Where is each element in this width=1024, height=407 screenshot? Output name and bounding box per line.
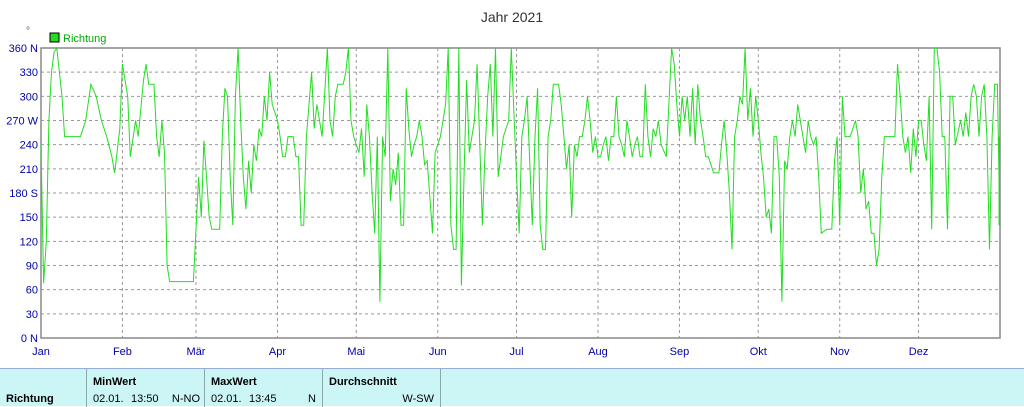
max-header: MaxWert xyxy=(211,376,257,388)
avg-value: W-SW xyxy=(402,393,434,405)
min-header: MinWert xyxy=(93,376,137,388)
y-unit-symbol: ° xyxy=(26,26,30,37)
max-value: N xyxy=(308,393,316,405)
series-line-richtung xyxy=(40,46,1000,302)
y-tick-label: 120 xyxy=(20,236,38,248)
x-tick-label: Jan xyxy=(32,346,50,358)
y-tick-label: 30 xyxy=(26,309,38,321)
y-tick-label: 330 xyxy=(20,67,38,79)
min-cell: MinWert 02.01. 13:50 N-NO xyxy=(86,369,204,407)
avg-cell: Durchschnitt W-SW xyxy=(322,369,440,407)
footer-row-label: Richtung xyxy=(6,393,54,405)
max-time: 13:45 xyxy=(249,393,277,405)
legend-label: Richtung xyxy=(63,33,106,45)
min-time: 13:50 xyxy=(131,393,159,405)
y-axis-ticks: 0 N 30 60 90 120 150 180 S 210 240 270 W 300 330 360… xyxy=(6,43,38,345)
y-tick-label: 270 W xyxy=(6,116,38,128)
legend-swatch xyxy=(49,32,60,43)
min-date: 02.01. xyxy=(93,393,124,405)
y-tick-label: 90 xyxy=(26,261,38,273)
max-cell: MaxWert 02.01. 13:45 N xyxy=(204,369,322,407)
min-value: N-NO xyxy=(171,393,200,405)
y-tick-label: 150 xyxy=(20,212,38,224)
x-tick-label: Aug xyxy=(588,346,608,358)
max-date: 02.01. xyxy=(211,393,242,405)
x-tick-label: Okt xyxy=(750,346,767,358)
x-tick-label: Jun xyxy=(429,346,447,358)
y-tick-label: 240 xyxy=(20,140,38,152)
x-tick-label: Apr xyxy=(269,346,286,358)
footer-empty-cell xyxy=(440,369,1024,407)
y-tick-label: 180 S xyxy=(9,188,38,200)
stats-footer: Richtung MinWert 02.01. 13:50 N-NO MaxWe… xyxy=(0,368,1024,407)
chart-title: Jahr 2021 xyxy=(481,9,543,25)
x-tick-label: Nov xyxy=(830,346,850,358)
y-tick-label: 300 xyxy=(20,91,38,103)
x-tick-label: Sep xyxy=(670,346,690,358)
y-tick-label: 210 xyxy=(20,164,38,176)
y-tick-label: 0 N xyxy=(21,333,38,345)
x-tick-label: Jul xyxy=(510,346,524,358)
wind-direction-chart: Jahr 2021 ° Richtung 0 N 30 60 90 120 150 180 … xyxy=(6,9,1001,358)
footer-label-cell: Richtung xyxy=(0,369,86,407)
x-tick-label: Feb xyxy=(113,346,132,358)
y-tick-label: 60 xyxy=(26,285,38,297)
avg-header: Durchschnitt xyxy=(329,376,397,388)
y-tick-label: 360 N xyxy=(9,43,38,55)
x-tick-label: Mai xyxy=(347,346,365,358)
x-tick-label: Mär xyxy=(187,346,206,358)
x-axis-ticks: Jan Feb Mär Apr Mai Jun Jul Aug Sep Okt Nov Dez xyxy=(32,346,928,358)
x-tick-label: Dez xyxy=(909,346,929,358)
